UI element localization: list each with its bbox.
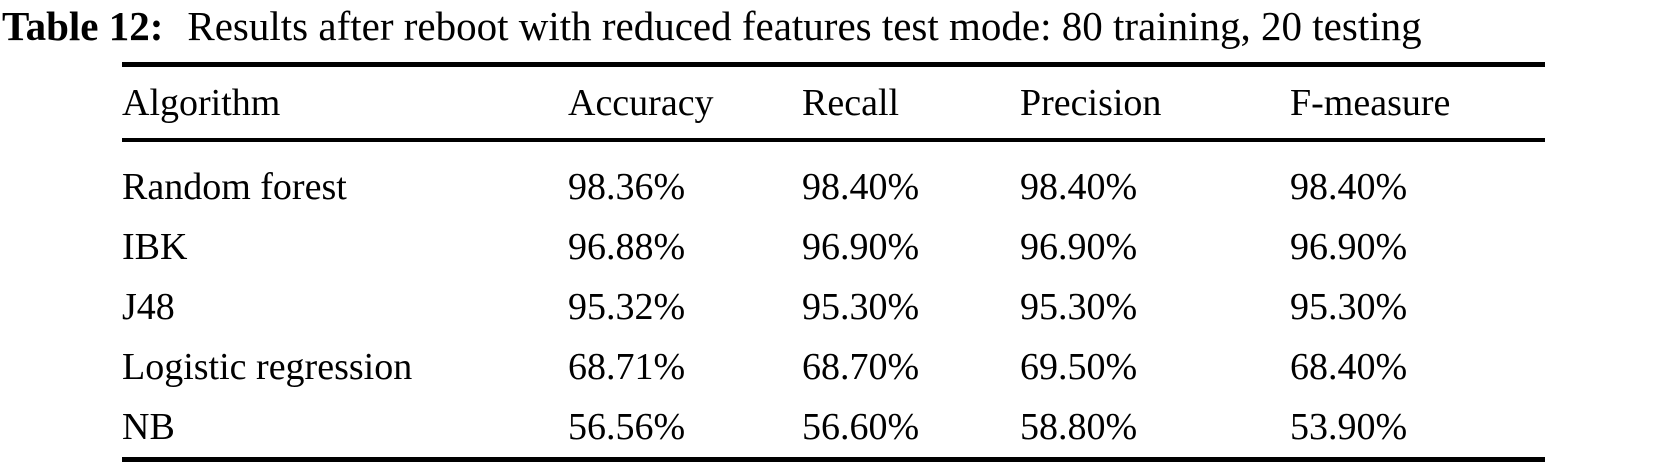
cell-algorithm: IBK — [122, 226, 188, 268]
column-header-recall: Recall — [802, 64, 1020, 142]
column-header-f-measure: F-measure — [1290, 64, 1545, 142]
cell-accuracy: 98.36% — [568, 166, 686, 208]
table-row-nb: NB 56.56% 56.60% 58.80% 53.90% — [122, 397, 1545, 460]
cell-algorithm: Random forest — [122, 166, 347, 208]
table-caption-text: Results after reboot with reduced featur… — [187, 3, 1422, 49]
cell-accuracy: 95.32% — [568, 286, 686, 328]
cell-recall: 95.30% — [802, 286, 920, 328]
cell-accuracy: 96.88% — [568, 226, 686, 268]
cell-f-measure: 95.30% — [1290, 286, 1408, 328]
cell-accuracy: 56.56% — [568, 406, 686, 448]
cell-recall: 98.40% — [802, 166, 920, 208]
cell-algorithm: Logistic regression — [122, 346, 413, 388]
table-caption-label: Table 12: — [2, 3, 164, 49]
cell-recall: 68.70% — [802, 346, 920, 388]
cell-f-measure: 98.40% — [1290, 166, 1408, 208]
cell-precision: 95.30% — [1020, 286, 1138, 328]
table-row-random-forest: Random forest 98.36% 98.40% 98.40% 98.40… — [122, 140, 1545, 217]
column-header-precision: Precision — [1020, 64, 1290, 142]
table-row-j48: J48 95.32% 95.30% 95.30% 95.30% — [122, 277, 1545, 337]
column-header-accuracy: Accuracy — [568, 64, 802, 142]
cell-f-measure: 53.90% — [1290, 406, 1408, 448]
cell-precision: 96.90% — [1020, 226, 1138, 268]
table-row-ibk: IBK 96.88% 96.90% 96.90% 96.90% — [122, 217, 1545, 277]
cell-f-measure: 96.90% — [1290, 226, 1408, 268]
results-table: Algorithm Accuracy Recall Precision F-me… — [122, 62, 1545, 462]
cell-recall: 96.90% — [802, 226, 920, 268]
table-caption: Table 12: Results after reboot with reduc… — [2, 0, 1422, 52]
cell-precision: 98.40% — [1020, 166, 1138, 208]
cell-precision: 58.80% — [1020, 406, 1138, 448]
cell-algorithm: NB — [122, 406, 175, 448]
cell-algorithm: J48 — [122, 286, 175, 328]
column-header-algorithm: Algorithm — [122, 64, 568, 142]
cell-f-measure: 68.40% — [1290, 346, 1408, 388]
cell-precision: 69.50% — [1020, 346, 1138, 388]
cell-accuracy: 68.71% — [568, 346, 686, 388]
cell-recall: 56.60% — [802, 406, 920, 448]
table-row-logistic-regression: Logistic regression 68.71% 68.70% 69.50%… — [122, 337, 1545, 397]
table-header-row: Algorithm Accuracy Recall Precision F-me… — [122, 64, 1545, 142]
